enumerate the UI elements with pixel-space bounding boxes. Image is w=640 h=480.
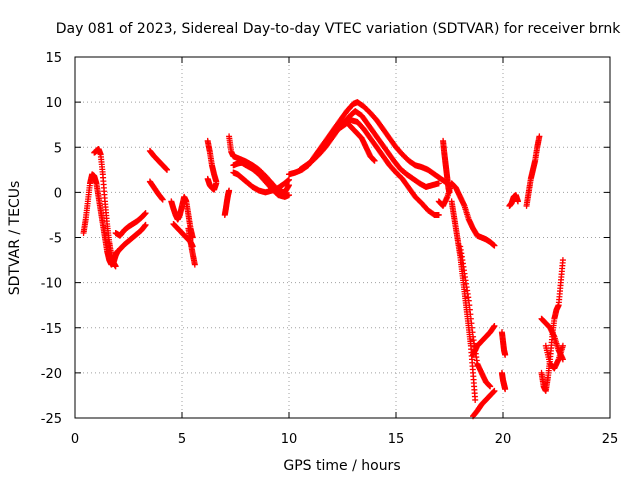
data-point bbox=[213, 180, 220, 187]
series-arc-30 bbox=[538, 257, 566, 394]
y-tick-label: 10 bbox=[45, 96, 62, 111]
series-arc-19 bbox=[345, 121, 378, 164]
series-arc-25 bbox=[470, 387, 498, 420]
y-tick-label: -10 bbox=[41, 277, 62, 292]
series-arc-10 bbox=[204, 137, 220, 185]
series-arc-16 bbox=[286, 99, 451, 187]
series-arc-03 bbox=[112, 210, 149, 239]
plot-frame bbox=[74, 56, 611, 419]
series-arc-28 bbox=[506, 192, 521, 209]
y-tick-label: -15 bbox=[41, 322, 62, 337]
data-point bbox=[142, 221, 149, 228]
series-arc-18 bbox=[335, 117, 442, 218]
data-point bbox=[112, 263, 119, 270]
series-arc-04 bbox=[112, 221, 149, 257]
series-arc-11 bbox=[204, 175, 220, 193]
y-tick-labels: -25 -20 -15 -10 -5 0 5 10 15 bbox=[41, 51, 62, 427]
data-point bbox=[142, 210, 149, 217]
series-arc-21 bbox=[440, 137, 453, 196]
x-axis-label: GPS time / hours bbox=[283, 458, 400, 474]
x-tick-label: 10 bbox=[281, 432, 298, 447]
y-axis-label: SDTVAR / TECUs bbox=[7, 181, 23, 296]
series-arc-24 bbox=[470, 322, 498, 358]
x-tick-label: 15 bbox=[388, 432, 405, 447]
data-point bbox=[435, 180, 442, 187]
data-point bbox=[502, 386, 509, 393]
data-point bbox=[159, 196, 166, 203]
x-tick-label: 0 bbox=[71, 432, 79, 447]
y-tick-label: 15 bbox=[45, 51, 62, 66]
series-arc-08 bbox=[170, 220, 196, 250]
series-arc-23 bbox=[457, 243, 494, 390]
series-arc-29 bbox=[523, 133, 543, 209]
data-point bbox=[514, 198, 521, 205]
series-arc-02 bbox=[91, 146, 119, 270]
x-tick-label: 20 bbox=[495, 432, 512, 447]
data-point bbox=[164, 166, 171, 173]
y-tick-label: 5 bbox=[54, 141, 62, 156]
series-arc-32 bbox=[542, 342, 566, 372]
y-tick-label: -25 bbox=[41, 412, 62, 427]
data-point bbox=[435, 211, 442, 218]
y-tick-label: -20 bbox=[41, 367, 62, 382]
data-point bbox=[286, 176, 292, 183]
data-point bbox=[502, 351, 509, 358]
chart-title: Day 081 of 2023, Sidereal Day-to-day VTE… bbox=[56, 21, 621, 37]
data-point bbox=[491, 387, 498, 394]
data-point bbox=[226, 187, 233, 194]
data-point bbox=[286, 192, 292, 199]
y-tick-label: 0 bbox=[54, 186, 62, 201]
data-point bbox=[472, 396, 479, 403]
data-point bbox=[446, 189, 453, 196]
x-tick-labels: 0 5 10 15 20 25 bbox=[71, 432, 618, 447]
data-point bbox=[559, 257, 566, 264]
x-tick-label: 25 bbox=[602, 432, 619, 447]
series-arc-15 bbox=[230, 159, 292, 200]
data-point bbox=[191, 261, 198, 268]
x-tick-label: 5 bbox=[178, 432, 186, 447]
data-point bbox=[536, 133, 543, 140]
grid-lines bbox=[75, 57, 610, 418]
series-arc-06 bbox=[146, 178, 166, 203]
series-arc-26 bbox=[498, 329, 509, 358]
series-arc-05 bbox=[146, 147, 171, 173]
series-arc-09 bbox=[185, 225, 198, 268]
y-tick-label: -5 bbox=[49, 232, 62, 247]
data-point bbox=[371, 157, 378, 164]
data-point bbox=[487, 383, 494, 390]
series-arc-27 bbox=[498, 369, 509, 393]
series-arc-12 bbox=[221, 187, 233, 218]
plot-series bbox=[80, 99, 566, 420]
data-point bbox=[491, 322, 498, 329]
data-point bbox=[559, 342, 566, 349]
series-arc-20 bbox=[435, 180, 498, 249]
data-point bbox=[491, 242, 498, 249]
